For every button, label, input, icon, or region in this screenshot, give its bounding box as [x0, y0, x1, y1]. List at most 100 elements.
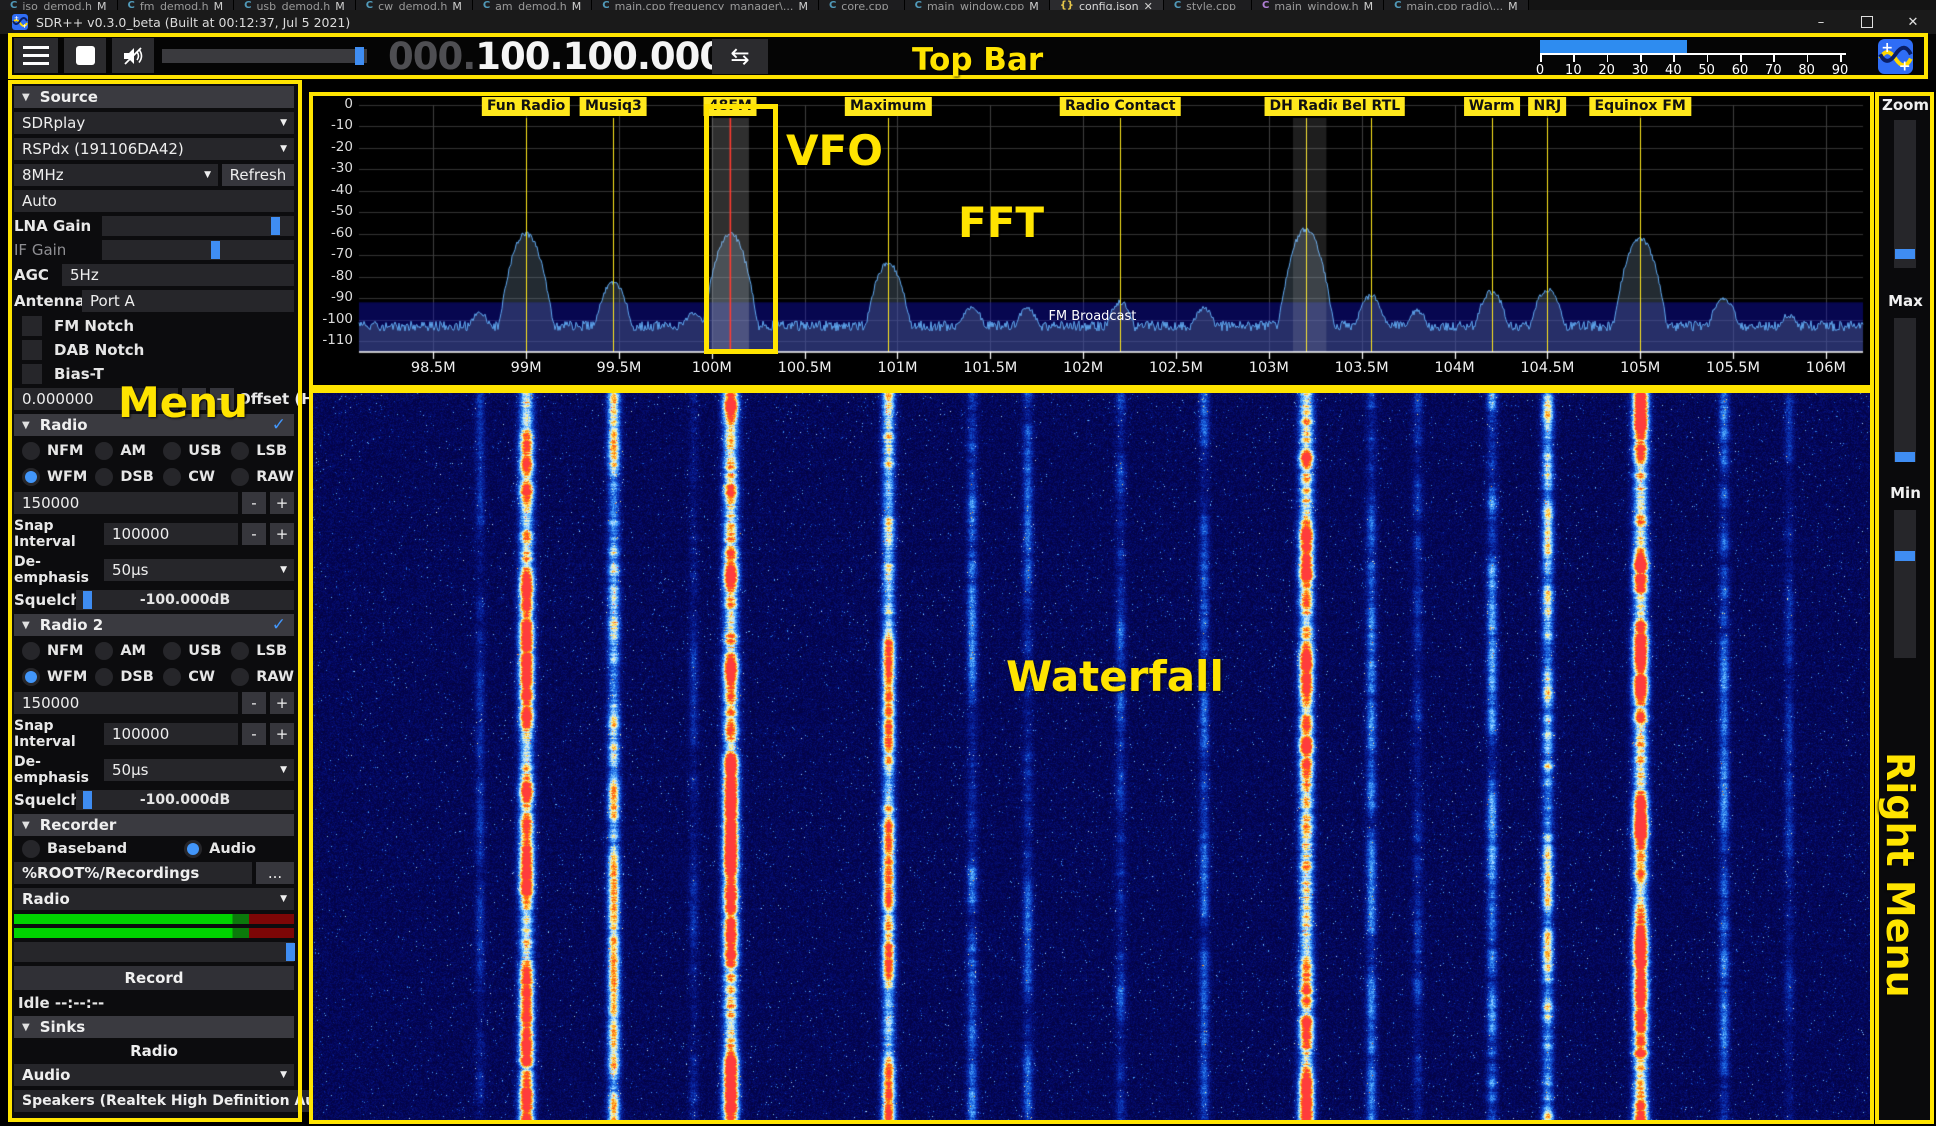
radio-button[interactable]: [22, 442, 40, 460]
radio-button[interactable]: [95, 442, 114, 460]
close-button[interactable]: ✕: [1907, 14, 1919, 30]
max-slider[interactable]: [1894, 318, 1916, 462]
offset-plus-button[interactable]: +: [210, 388, 234, 410]
radio1-snap-plus[interactable]: +: [270, 523, 294, 545]
sdrpp-logo-button[interactable]: + +: [1878, 39, 1913, 74]
radio1-section-header[interactable]: ▼ Radio ✓: [14, 414, 294, 436]
maximize-button[interactable]: [1844, 10, 1890, 34]
radio-button[interactable]: [95, 468, 114, 486]
max-slider-handle[interactable]: [1895, 451, 1915, 462]
radio1-mode-raw[interactable]: RAW: [223, 466, 294, 488]
radio2-mode-am[interactable]: AM: [87, 640, 155, 662]
station-label[interactable]: Musiq3: [579, 97, 647, 116]
editor-tab[interactable]: {} config.json ✕: [1049, 0, 1164, 10]
radio2-squelch-handle[interactable]: [82, 791, 92, 809]
radio1-mode-nfm[interactable]: NFM: [14, 440, 87, 462]
sink-device-dropdown[interactable]: Speakers (Realtek High Definition Audio)…: [14, 1090, 355, 1112]
station-label[interactable]: Fun Radio: [481, 97, 571, 116]
recorder-mode-baseband[interactable]: Baseband: [22, 840, 127, 858]
station-label[interactable]: Radio Contact: [1060, 97, 1181, 116]
radio-button[interactable]: [231, 468, 250, 486]
station-label[interactable]: Maximum: [844, 97, 932, 116]
recorder-volume-slider[interactable]: [14, 942, 295, 962]
recording-path-input[interactable]: %ROOT%/Recordings: [14, 862, 252, 884]
radio1-mode-lsb[interactable]: LSB: [223, 440, 294, 462]
record-button[interactable]: Record: [14, 966, 294, 990]
radio-button[interactable]: [22, 468, 40, 486]
radio2-mode-lsb[interactable]: LSB: [223, 640, 294, 662]
if-mode-dropdown[interactable]: Auto: [14, 190, 294, 212]
radio1-mode-wfm[interactable]: WFM: [14, 466, 87, 488]
volume-slider[interactable]: [162, 47, 367, 65]
radio-button[interactable]: [231, 668, 250, 686]
recorder-stream-dropdown[interactable]: Radio ▼: [14, 888, 294, 910]
radio2-snap-minus[interactable]: -: [242, 723, 266, 745]
refresh-button[interactable]: Refresh: [222, 164, 294, 186]
radio2-bandwidth-input[interactable]: 150000: [14, 692, 238, 714]
sink-type-dropdown[interactable]: Audio ▼: [14, 1064, 294, 1086]
station-label[interactable]: DH Radio: [1264, 97, 1348, 116]
stop-button[interactable]: [64, 38, 106, 73]
radio1-bandwidth-input[interactable]: 150000: [14, 492, 238, 514]
radio2-bandwidth-minus[interactable]: -: [242, 692, 266, 714]
frequency-dim-digits[interactable]: 000.: [388, 35, 476, 78]
tab-close-icon[interactable]: ✕: [1143, 0, 1153, 10]
radio2-mode-usb[interactable]: USB: [155, 640, 223, 662]
radio1-snap-minus[interactable]: -: [242, 523, 266, 545]
radio1-mode-usb[interactable]: USB: [155, 440, 223, 462]
radio-button[interactable]: [231, 642, 250, 660]
min-slider-handle[interactable]: [1895, 551, 1915, 562]
source-section-header[interactable]: ▼ Source: [14, 86, 294, 108]
menu-toggle-button[interactable]: [14, 38, 58, 73]
swap-frequency-button[interactable]: ⇆: [712, 39, 768, 74]
radio-button[interactable]: [22, 668, 40, 686]
baseband-radio-button[interactable]: [22, 840, 40, 858]
samplerate-dropdown[interactable]: 8MHz ▼: [14, 164, 218, 186]
radio1-squelch-handle[interactable]: [82, 591, 92, 609]
dab-notch-checkbox[interactable]: [22, 340, 42, 360]
if-gain-handle[interactable]: [211, 241, 221, 259]
radio2-mode-cw[interactable]: CW: [155, 666, 223, 688]
radio-button[interactable]: [22, 642, 40, 660]
radio1-deemphasis-dropdown[interactable]: 50µs ▼: [104, 559, 294, 581]
source-driver-dropdown[interactable]: SDRplay ▼: [14, 112, 294, 134]
fm-notch-checkbox[interactable]: [22, 316, 42, 336]
bias-t-checkbox[interactable]: [22, 364, 42, 384]
antenna-dropdown[interactable]: Port A: [82, 290, 294, 312]
radio1-mode-cw[interactable]: CW: [155, 466, 223, 488]
lna-gain-slider[interactable]: [102, 216, 294, 236]
radio-button[interactable]: [163, 468, 182, 486]
offset-input[interactable]: 0.000000: [14, 388, 178, 410]
radio2-deemphasis-dropdown[interactable]: 50µs ▼: [104, 759, 294, 781]
radio2-mode-nfm[interactable]: NFM: [14, 640, 87, 662]
station-label[interactable]: Warm: [1463, 97, 1520, 116]
fft-display[interactable]: Fun Radio Musiq3 48FM Maximum Radio Contact D…: [311, 94, 1872, 387]
radio2-section-header[interactable]: ▼ Radio 2 ✓: [14, 614, 294, 636]
radio2-snap-input[interactable]: 100000: [104, 723, 238, 745]
if-gain-slider[interactable]: [102, 240, 294, 260]
window-titlebar[interactable]: + + SDR++ v0.3.0_beta (Built at 00:12:37…: [0, 10, 1936, 34]
radio2-snap-plus[interactable]: +: [270, 723, 294, 745]
station-label[interactable]: Equinox FM: [1589, 97, 1691, 116]
radio1-mode-dsb[interactable]: DSB: [87, 466, 155, 488]
recorder-volume-handle[interactable]: [285, 943, 295, 961]
recorder-section-header[interactable]: ▼ Recorder: [14, 814, 294, 836]
radio2-enabled-check-icon[interactable]: ✓: [271, 615, 286, 635]
browse-button[interactable]: ...: [256, 862, 294, 884]
radio2-mode-raw[interactable]: RAW: [223, 666, 294, 688]
station-label[interactable]: 48FM: [703, 97, 757, 116]
radio2-bandwidth-plus[interactable]: +: [270, 692, 294, 714]
fft-canvas[interactable]: [311, 94, 1872, 387]
radio2-mode-wfm[interactable]: WFM: [14, 666, 87, 688]
offset-minus-button[interactable]: -: [182, 388, 206, 410]
minimize-button[interactable]: –: [1817, 14, 1825, 30]
sinks-section-header[interactable]: ▼ Sinks: [14, 1016, 294, 1038]
radio1-enabled-check-icon[interactable]: ✓: [271, 415, 286, 435]
